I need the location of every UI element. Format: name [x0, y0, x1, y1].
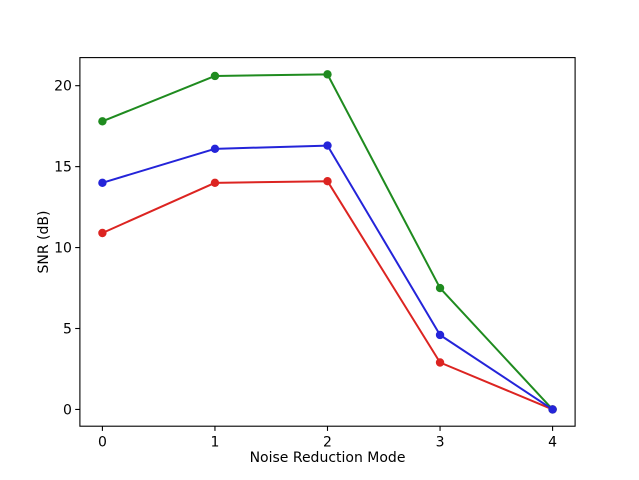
- green-series-marker: [210, 71, 220, 81]
- axes-frame: [79, 57, 576, 427]
- blue-series-marker: [323, 141, 332, 150]
- green-series-marker: [98, 117, 107, 126]
- x-axis-label: Noise Reduction Mode: [249, 450, 406, 466]
- blue-series-marker: [210, 144, 220, 154]
- blue-series-marker: [98, 178, 107, 188]
- red-series-marker: [210, 178, 220, 188]
- y-tick-label: 0: [63, 402, 72, 418]
- red-series-marker: [323, 176, 332, 186]
- y-tick-label: 10: [54, 241, 72, 257]
- x-tick-label: 4: [548, 435, 557, 451]
- x-tick-label: 0: [98, 435, 107, 451]
- y-axis-label: SNR (dB): [36, 210, 52, 274]
- red-series-line: [101, 180, 554, 411]
- x-tick-label: 1: [210, 435, 219, 451]
- y-tick-label: 15: [54, 160, 72, 176]
- blue-series-marker: [435, 330, 445, 340]
- x-tick-label: 2: [323, 435, 332, 451]
- y-tick-label: 5: [63, 322, 72, 338]
- green-series-marker: [323, 70, 332, 79]
- red-series-marker: [435, 358, 445, 367]
- blue-series-marker: [548, 405, 557, 414]
- green-series-marker: [435, 283, 445, 293]
- red-series-marker: [98, 228, 107, 238]
- green-series-line: [101, 73, 554, 411]
- y-tick-label: 20: [54, 79, 72, 95]
- x-tick-label: 3: [436, 435, 445, 451]
